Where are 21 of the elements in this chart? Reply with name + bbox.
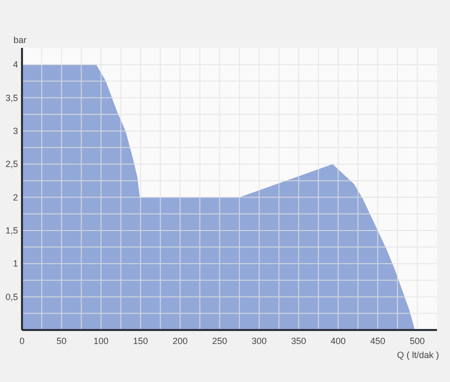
x-tick-label: 450 <box>370 336 386 346</box>
x-tick-label: 300 <box>252 336 267 346</box>
y-tick-label: 1,5 <box>5 225 18 236</box>
x-tick-label: 100 <box>94 336 109 346</box>
y-axis-title: bar <box>13 35 27 45</box>
x-axis-title: Q ( lt/dak ) <box>396 350 439 360</box>
y-tick-label: 1 <box>12 258 18 269</box>
y-tick-label: 2,5 <box>5 159 18 170</box>
y-tick-label: 3 <box>12 126 18 136</box>
x-tick-label: 350 <box>291 336 306 346</box>
x-tick-label: 250 <box>212 336 228 346</box>
y-tick-label: 2 <box>12 192 18 202</box>
y-tick-label: 4 <box>12 60 18 70</box>
y-tick-label: 3,5 <box>5 92 18 103</box>
x-tick-label: 150 <box>133 336 148 346</box>
x-tick-label: 200 <box>172 336 188 346</box>
x-tick-label: 400 <box>330 336 346 346</box>
x-tick-label: 0 <box>19 336 25 346</box>
x-tick-label: 500 <box>410 336 425 346</box>
y-tick-label: 0,5 <box>5 292 18 302</box>
x-tick-label: 50 <box>56 336 67 346</box>
